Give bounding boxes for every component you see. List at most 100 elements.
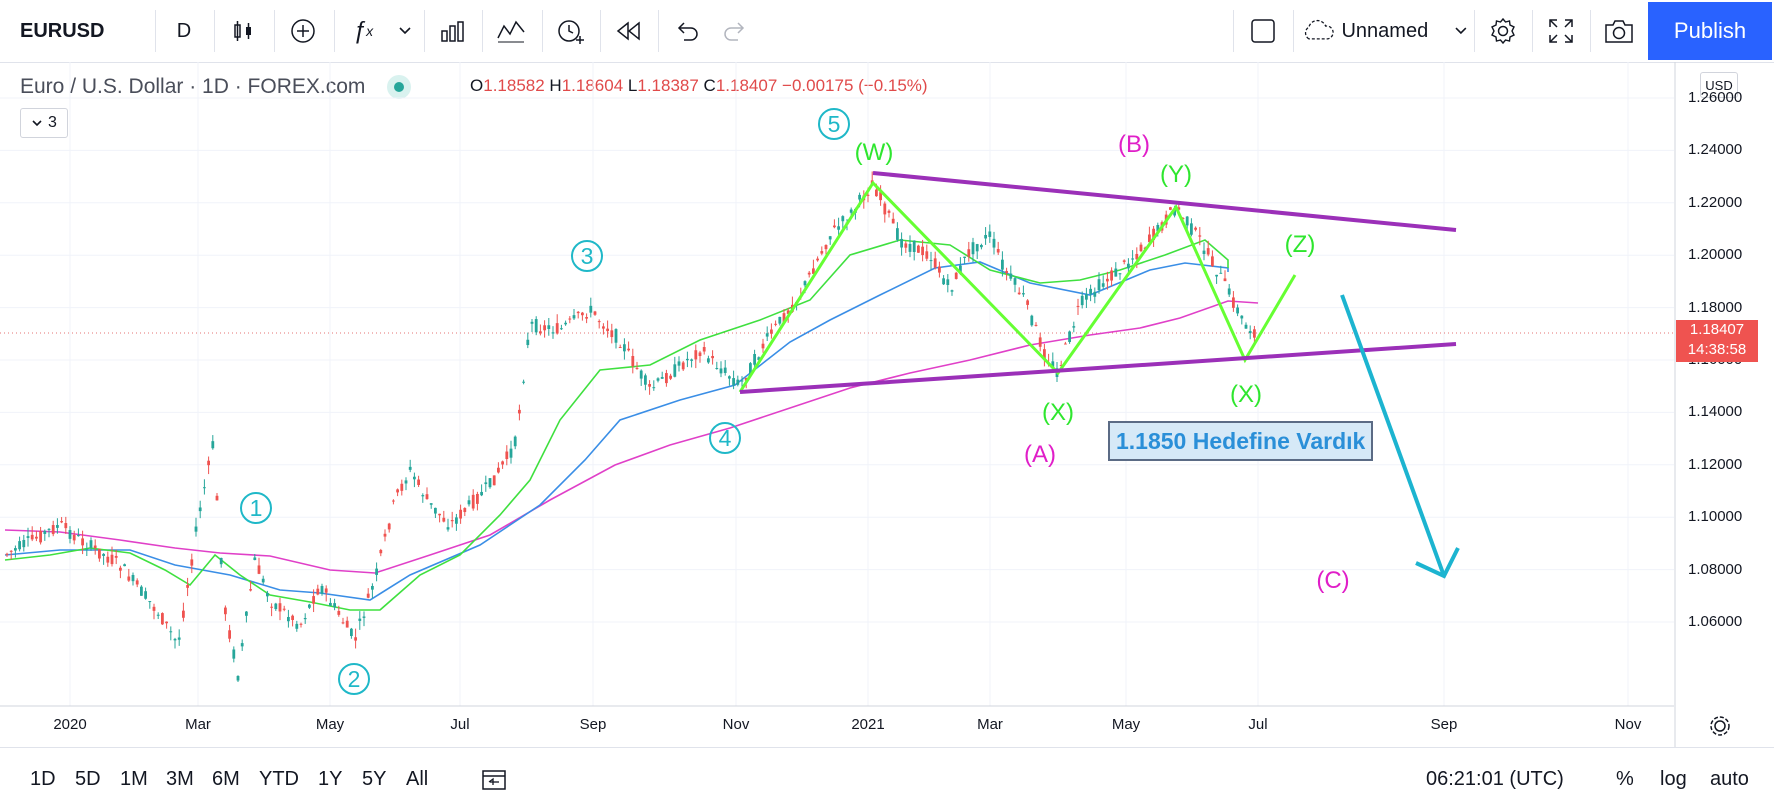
target-annotation[interactable]: 1.1850 Hedefine Vardık (1108, 421, 1374, 461)
range-button-3m[interactable]: 3M (166, 767, 194, 790)
camera-snapshot-icon[interactable] (1596, 0, 1642, 62)
candle-body (581, 312, 584, 316)
candle-body (358, 618, 362, 621)
candle-body (1169, 207, 1172, 210)
time-label: Mar (185, 716, 211, 733)
corrective-label: (W) (855, 139, 894, 166)
bottom-toolbar: 1D 5D 1M 3M 6M YTD 1Y 5Y All 06:21:01 (UTC) % lo… (0, 747, 1774, 810)
log-scale-toggle[interactable]: log (1660, 767, 1687, 790)
range-button-1y[interactable]: 1Y (318, 767, 343, 790)
candle-body (18, 541, 21, 550)
symbol-search[interactable]: EURUSD (8, 0, 160, 62)
candle-body (602, 326, 605, 329)
candle-body (828, 236, 832, 240)
compare-add-icon[interactable] (280, 0, 326, 62)
time-label: May (1111, 716, 1141, 733)
candle-body (497, 467, 500, 473)
utc-clock[interactable]: 06:21:01 (UTC) (1426, 767, 1564, 790)
candle-body (1118, 273, 1122, 275)
annotations (738, 171, 1460, 579)
candle-body (942, 278, 945, 285)
corrective-label: (B) (1118, 131, 1150, 158)
candle-body (635, 367, 639, 369)
candle-body (434, 507, 437, 514)
candle-body (543, 325, 546, 331)
candle-body (1055, 368, 1059, 377)
auto-scale-toggle[interactable]: auto (1710, 767, 1749, 790)
price-label: 1.24000 (1688, 141, 1743, 159)
ma-magenta-line (4, 300, 1259, 574)
undo-icon[interactable] (664, 0, 710, 62)
axis-settings-gear-icon[interactable] (1710, 716, 1730, 736)
candle-body (593, 311, 597, 315)
date-range-calendar-icon[interactable] (480, 748, 508, 810)
candle-body (131, 574, 135, 582)
candle-body (287, 617, 290, 622)
redo-icon[interactable] (712, 0, 758, 62)
market-status-icon[interactable] (387, 75, 412, 99)
chart-legend[interactable]: Euro / U.S. Dollar · 1D · FOREX.com (20, 72, 412, 102)
candle-body (707, 358, 710, 363)
candle-body (618, 347, 622, 349)
candle-body (971, 242, 975, 255)
chart-templates-icon[interactable] (488, 0, 534, 62)
candles-icon[interactable] (220, 0, 266, 62)
interval-button[interactable]: D (160, 0, 208, 62)
corrective-wave-labels: (W) (X) (Y) (X) (Z) (A) (B) (C) (855, 131, 1350, 594)
candle-body (303, 618, 307, 620)
wave-circle (818, 108, 850, 140)
chart-name-dropdown[interactable]: Unnamed (1300, 0, 1468, 62)
candle-body (698, 352, 702, 357)
candle-body (1198, 235, 1202, 237)
candle-body (72, 534, 76, 541)
range-button-ytd[interactable]: YTD (259, 767, 299, 790)
candle-body (169, 631, 173, 633)
fullscreen-icon[interactable] (1538, 0, 1584, 62)
range-button-5y[interactable]: 5Y (362, 767, 387, 790)
range-button-5d[interactable]: 5D (75, 767, 101, 790)
currency-badge[interactable]: USD (1700, 72, 1738, 98)
candle-body (228, 630, 231, 639)
candle-body (47, 528, 51, 530)
candle-body (665, 373, 668, 384)
range-button-1m[interactable]: 1M (120, 767, 148, 790)
candle-body (51, 525, 55, 535)
candle-body (870, 180, 874, 185)
replay-rewind-icon[interactable] (606, 0, 652, 62)
cloud-icon (1304, 19, 1334, 40)
candle-body (1236, 307, 1239, 314)
candle-body (845, 222, 849, 224)
candle-body (429, 503, 433, 505)
candle-body (219, 557, 223, 565)
last-price-value: 1.18407 (1689, 321, 1745, 338)
time-label: Nov (722, 716, 750, 733)
financials-bars-icon[interactable] (430, 0, 476, 62)
wave-number: 1 (250, 495, 263, 521)
percent-scale-toggle[interactable]: % (1616, 767, 1634, 790)
publish-button[interactable]: Publish (1648, 2, 1772, 60)
candle-body (849, 209, 853, 213)
indicators-collapse-button[interactable]: 3 (20, 108, 68, 138)
candle-body (68, 530, 72, 539)
layout-square-icon[interactable] (1240, 0, 1286, 62)
candle-body (1047, 362, 1050, 365)
candle-body (140, 586, 143, 596)
range-button-6m[interactable]: 6M (212, 767, 240, 790)
settings-gear-icon[interactable] (1480, 0, 1526, 62)
candle-body (799, 295, 803, 297)
last-price-tag: 1.18407 14:38:58 (1676, 320, 1758, 362)
candle-body (14, 548, 17, 551)
candle-body (614, 329, 618, 343)
candle-body (1106, 278, 1109, 282)
range-button-1d[interactable]: 1D (30, 767, 56, 790)
candle-body (1156, 224, 1160, 232)
candle-body (425, 494, 429, 500)
chevron-down-icon[interactable] (388, 0, 422, 62)
alert-clock-icon[interactable] (548, 0, 594, 62)
range-button-all[interactable]: All (406, 767, 429, 790)
candle-body (694, 350, 698, 360)
candle-body (324, 588, 328, 593)
candle-body (1022, 293, 1025, 295)
